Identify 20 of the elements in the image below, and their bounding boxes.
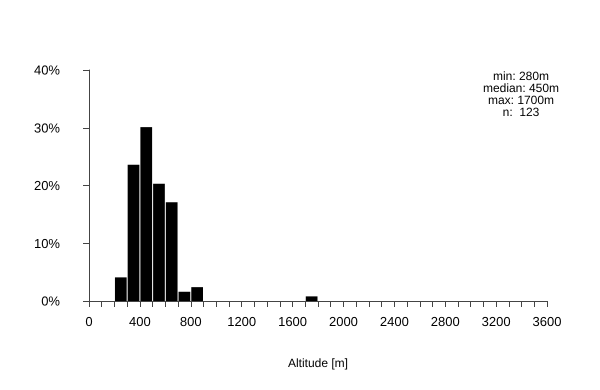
x-tick-label: 3200 (482, 314, 511, 329)
y-tick-label: 0% (41, 294, 60, 308)
x-tick-label: 800 (180, 314, 202, 329)
y-tick-label: 40% (34, 62, 60, 78)
x-tick-label: 400 (129, 314, 151, 329)
y-tick-label: 20% (34, 178, 60, 193)
x-axis-title: Altitude [m] (288, 356, 348, 370)
annotation: max: 1700m (488, 93, 554, 107)
x-tick-label: 3600 (532, 314, 562, 329)
annotation: min: 280m (492, 69, 550, 83)
annotation: n: 123 (502, 105, 540, 119)
x-tick-label: 2800 (430, 314, 460, 329)
y-tick-label: 30% (34, 120, 60, 136)
x-tick-label: 0 (85, 314, 93, 329)
y-tick-label: 10% (34, 236, 60, 251)
x-tick-label: 1600 (278, 314, 308, 329)
x-tick-label: 2400 (380, 314, 409, 329)
annotation: median: 450m (482, 81, 560, 95)
x-tick-label: 2000 (328, 314, 358, 329)
x-tick-label: 1200 (227, 314, 256, 329)
